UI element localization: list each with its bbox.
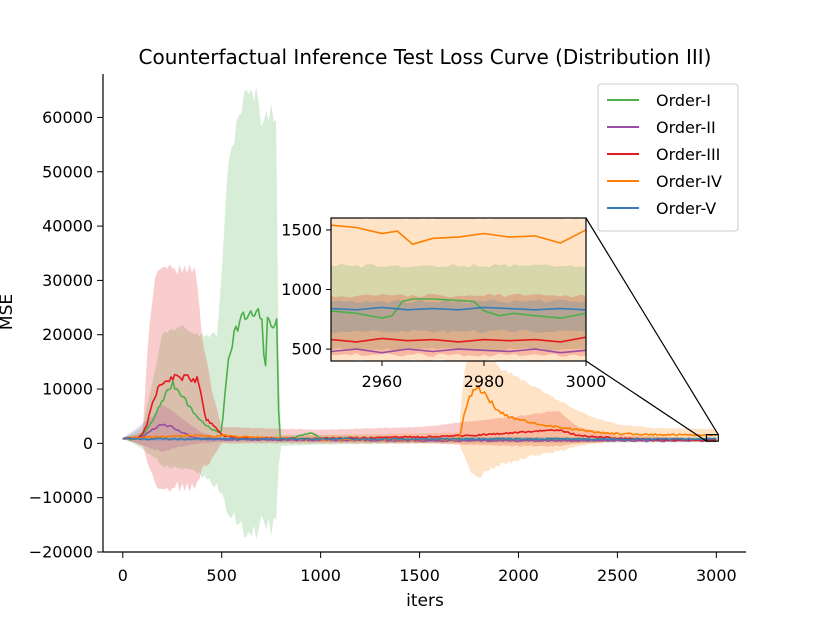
inset-zoom-plot: 2960 2980 3000 500 1000 1500 [281, 217, 607, 391]
x-tick-label: 500 [206, 566, 237, 585]
legend-label-order-iii: Order-III [656, 145, 720, 164]
inset-y-tick-label: 1500 [281, 220, 322, 239]
inset-background [331, 218, 586, 361]
y-tick-label: 20000 [42, 325, 93, 344]
inset-x-tick-label: 2980 [464, 372, 505, 391]
main-tick-labels: 0 500 1000 1500 2000 2500 3000 −20000 −10000 0 100… [29, 108, 737, 585]
band-order-iii [122, 264, 717, 493]
line-order-v [122, 437, 717, 441]
x-tick-label: 2000 [498, 566, 539, 585]
x-axis-label: iters [406, 591, 444, 611]
inset-x-tick-label: 2960 [362, 372, 403, 391]
inset-y-tick-label: 500 [291, 340, 322, 359]
zoom-connector-top [585, 217, 719, 435]
inset-band [331, 218, 586, 361]
x-tick-label: 2500 [597, 566, 638, 585]
main-series-lines [122, 307, 717, 443]
inset-line-order-iv [331, 224, 586, 246]
y-axis-label: MSE [0, 294, 17, 330]
main-axes [97, 74, 746, 558]
inset-plot-area [331, 218, 586, 361]
x-tick-label: 1500 [399, 566, 440, 585]
inset-line-order-v [331, 306, 586, 311]
zoom-indicator [585, 217, 719, 442]
band-order-i [122, 86, 717, 540]
inset-line-order-iii [331, 336, 586, 343]
inset-line-order-ii [331, 348, 586, 354]
legend-label-order-v: Order-V [656, 199, 716, 218]
inset-y-tick-label: 1000 [281, 280, 322, 299]
legend-box [597, 83, 739, 232]
y-tick-label: 30000 [42, 271, 93, 290]
x-tick-label: 3000 [696, 566, 737, 585]
y-tick-label: 60000 [42, 108, 93, 127]
zoom-connector-bottom [585, 360, 707, 442]
y-tick-label: 0 [83, 434, 93, 453]
inset-band [331, 263, 586, 351]
y-tick-label: −20000 [29, 543, 93, 562]
legend-label-order-iv: Order-IV [656, 172, 722, 191]
inset-line-order-i [331, 298, 586, 319]
y-tick-label: 10000 [42, 380, 93, 399]
x-tick-label: 0 [118, 566, 128, 585]
y-tick-label: −10000 [29, 488, 93, 507]
zoom-region-box [705, 434, 719, 442]
x-tick-label: 1000 [300, 566, 341, 585]
chart-title: Counterfactual Inference Test Loss Curve… [139, 45, 712, 69]
y-tick-label: 50000 [42, 162, 93, 181]
legend-label-order-ii: Order-II [656, 118, 716, 137]
inset-x-tick-label: 3000 [566, 372, 607, 391]
y-tick-label: 40000 [42, 217, 93, 236]
legend-label-order-i: Order-I [656, 91, 711, 110]
legend: Order-I Order-II Order-III Order-IV Order-V [597, 83, 739, 232]
